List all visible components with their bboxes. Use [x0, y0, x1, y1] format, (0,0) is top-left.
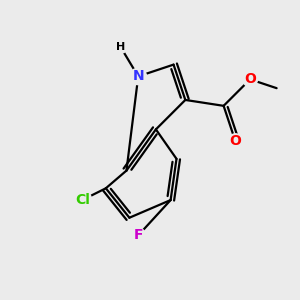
Circle shape: [131, 228, 146, 243]
Circle shape: [114, 40, 127, 53]
Text: Cl: Cl: [75, 193, 90, 207]
Text: N: N: [132, 69, 144, 83]
Text: H: H: [116, 42, 125, 52]
Text: F: F: [134, 228, 143, 242]
Text: O: O: [230, 134, 241, 148]
Text: O: O: [244, 72, 256, 86]
Circle shape: [73, 190, 92, 209]
Circle shape: [228, 134, 243, 148]
Circle shape: [130, 68, 146, 85]
Circle shape: [243, 72, 257, 87]
